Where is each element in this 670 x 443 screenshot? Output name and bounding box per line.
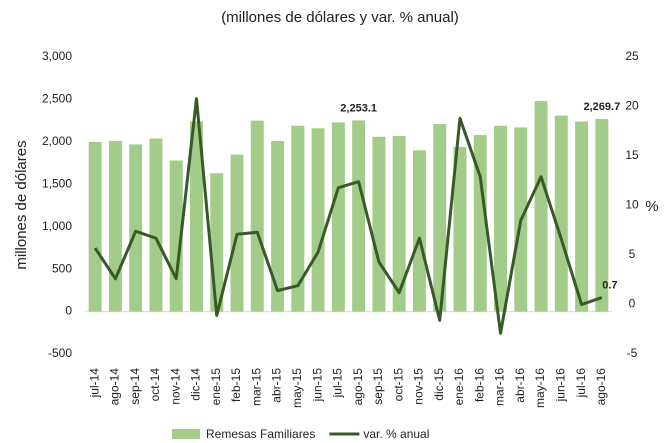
x-tick-label: ago-14 [108,368,122,406]
bar [575,121,589,312]
x-tick-label: abr-16 [513,368,527,403]
bar [453,146,467,312]
x-tick-label: sep-14 [128,368,142,405]
x-tick-label: oct-15 [391,368,405,402]
bar [210,173,224,312]
bar [595,118,609,312]
x-tick-label: oct-14 [148,368,162,402]
y2-axis-title: % [645,198,658,215]
x-tick-label: jun-16 [553,368,567,403]
x-tick-label: feb-15 [229,368,243,402]
x-tick-label: mar-15 [249,368,263,406]
bar [554,115,568,312]
x-tick-label: jul-16 [574,368,588,399]
y2-tick-label: 0 [629,297,636,311]
x-tick-label: mar-16 [493,368,507,406]
x-tick-label: dic-15 [432,368,446,401]
x-tick-label: jun-15 [310,368,324,403]
y-tick-label: 500 [52,261,72,275]
bar [129,144,143,312]
y-tick-label: 0 [65,304,72,318]
bar-value-label: 2,253.1 [340,102,377,114]
y-tick-label: 1,500 [42,176,72,190]
y-tick-label: 2,500 [42,92,72,106]
bar [372,136,386,312]
bar [271,141,285,312]
bar-value-label: 2,269.7 [584,101,621,113]
y2-tick-label: 10 [625,198,639,212]
x-tick-label: ago-15 [351,368,365,406]
x-tick-label: abr-15 [270,368,284,403]
legend-swatch [172,429,200,439]
line-value-label: 0.7 [602,279,617,291]
x-tick-label: jul-14 [87,368,101,399]
x-tick-label: dic-14 [189,368,203,401]
y-tick-label: 1,000 [42,219,72,233]
bar [433,124,447,312]
x-tick-label: nov-14 [168,368,182,405]
bar [88,141,102,312]
y-tick-label: -500 [48,346,72,360]
y2-tick-label: 20 [625,99,639,113]
bar [189,121,203,312]
bar [473,135,487,312]
bar [291,125,305,312]
bar [534,101,548,312]
y-tick-label: 3,000 [42,49,72,63]
bar [331,122,345,312]
y2-tick-label: 25 [625,49,639,63]
x-tick-label: sep-15 [371,368,385,405]
y-tick-label: 2,000 [42,134,72,148]
line [93,97,603,335]
y-axis-title: millones de dólares [13,140,30,269]
x-tick-label: may-16 [533,368,547,408]
bar [412,150,426,312]
bar [149,138,163,312]
bar [494,125,508,312]
bar [250,120,264,312]
y2-tick-label: 15 [625,148,639,162]
legend-label: Remesas Familiares [206,427,315,441]
x-tick-label: ene-15 [209,368,223,406]
x-tick-label: nov-15 [412,368,426,405]
bar [392,135,406,312]
x-tick-label: feb-16 [472,368,486,402]
y2-tick-label: 5 [629,247,636,261]
y2-tick-label: -5 [627,346,638,360]
bar [352,120,366,312]
x-tick-label: ago-16 [594,368,608,406]
x-tick-label: ene-16 [452,368,466,406]
bar [311,128,325,312]
bar [108,141,122,312]
legend-label: var. % anual [363,427,429,441]
x-tick-label: jul-15 [331,368,345,399]
chart-subtitle: (millones de dólares y var. % anual) [221,9,459,26]
x-tick-label: may-15 [290,368,304,408]
